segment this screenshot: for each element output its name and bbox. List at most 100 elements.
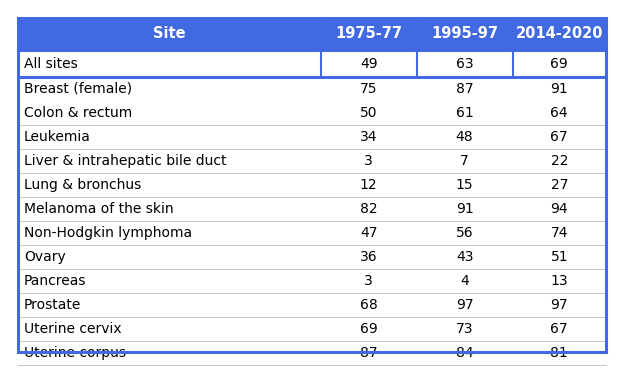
Bar xyxy=(512,269,606,293)
Bar xyxy=(417,341,512,365)
Text: Colon & rectum: Colon & rectum xyxy=(24,106,132,120)
Text: 4: 4 xyxy=(461,274,469,288)
Text: Uterine corpus: Uterine corpus xyxy=(24,346,126,360)
Text: 82: 82 xyxy=(360,202,378,216)
Bar xyxy=(417,317,512,341)
Text: 43: 43 xyxy=(456,250,474,264)
Text: Liver & intrahepatic bile duct: Liver & intrahepatic bile duct xyxy=(24,154,227,168)
Bar xyxy=(417,125,512,149)
Bar xyxy=(417,50,512,77)
Text: 56: 56 xyxy=(456,226,474,240)
Text: 97: 97 xyxy=(550,298,568,312)
Bar xyxy=(417,245,512,269)
Text: Lung & bronchus: Lung & bronchus xyxy=(24,178,141,192)
Bar xyxy=(417,221,512,245)
Bar xyxy=(18,293,321,317)
Bar xyxy=(417,197,512,221)
Text: 97: 97 xyxy=(456,298,474,312)
Text: 69: 69 xyxy=(550,57,568,71)
Bar xyxy=(18,173,321,197)
Bar xyxy=(417,77,512,101)
Text: Ovary: Ovary xyxy=(24,250,66,264)
Bar xyxy=(512,173,606,197)
Text: 67: 67 xyxy=(550,322,568,336)
Bar xyxy=(18,245,321,269)
Text: 63: 63 xyxy=(456,57,474,71)
Bar xyxy=(417,293,512,317)
Text: Breast (female): Breast (female) xyxy=(24,82,132,96)
Text: 81: 81 xyxy=(550,346,568,360)
Bar xyxy=(18,197,321,221)
Bar xyxy=(321,101,417,125)
Bar xyxy=(417,18,512,50)
Text: 3: 3 xyxy=(364,154,373,168)
Bar xyxy=(512,245,606,269)
Text: 84: 84 xyxy=(456,346,474,360)
Text: 68: 68 xyxy=(360,298,378,312)
Text: 36: 36 xyxy=(360,250,378,264)
Bar xyxy=(417,173,512,197)
Bar xyxy=(512,101,606,125)
Bar xyxy=(512,317,606,341)
Text: 50: 50 xyxy=(360,106,378,120)
Text: 47: 47 xyxy=(360,226,378,240)
Text: Site: Site xyxy=(153,27,186,41)
Bar xyxy=(18,317,321,341)
Text: 2014-2020: 2014-2020 xyxy=(515,27,603,41)
Bar xyxy=(512,341,606,365)
Text: Pancreas: Pancreas xyxy=(24,274,87,288)
Bar xyxy=(417,101,512,125)
Bar xyxy=(18,221,321,245)
Text: 64: 64 xyxy=(550,106,568,120)
Bar xyxy=(321,293,417,317)
Bar xyxy=(512,293,606,317)
Bar xyxy=(18,50,321,77)
Bar xyxy=(512,221,606,245)
Bar xyxy=(512,50,606,77)
Bar xyxy=(321,50,417,77)
Bar xyxy=(321,149,417,173)
Bar xyxy=(321,341,417,365)
Bar xyxy=(417,269,512,293)
Text: 49: 49 xyxy=(360,57,378,71)
Bar xyxy=(321,269,417,293)
Text: 13: 13 xyxy=(550,274,568,288)
Text: Leukemia: Leukemia xyxy=(24,130,91,144)
Bar xyxy=(512,197,606,221)
Text: 75: 75 xyxy=(360,82,378,96)
Bar xyxy=(18,125,321,149)
Text: 48: 48 xyxy=(456,130,474,144)
Text: 7: 7 xyxy=(461,154,469,168)
Bar xyxy=(321,317,417,341)
Text: 34: 34 xyxy=(360,130,378,144)
Text: Uterine cervix: Uterine cervix xyxy=(24,322,122,336)
Text: 67: 67 xyxy=(550,130,568,144)
Text: Prostate: Prostate xyxy=(24,298,81,312)
Text: 1995-97: 1995-97 xyxy=(431,27,498,41)
Bar xyxy=(18,101,321,125)
Text: 74: 74 xyxy=(550,226,568,240)
Text: 61: 61 xyxy=(456,106,474,120)
Bar xyxy=(417,149,512,173)
Text: 69: 69 xyxy=(360,322,378,336)
Bar xyxy=(18,77,321,101)
Text: 87: 87 xyxy=(456,82,474,96)
Bar xyxy=(18,149,321,173)
Text: 94: 94 xyxy=(550,202,568,216)
Text: 12: 12 xyxy=(360,178,378,192)
Text: 22: 22 xyxy=(550,154,568,168)
Text: All sites: All sites xyxy=(24,57,78,71)
Text: Non-Hodgkin lymphoma: Non-Hodgkin lymphoma xyxy=(24,226,192,240)
Text: 15: 15 xyxy=(456,178,474,192)
Bar xyxy=(321,18,417,50)
Bar xyxy=(512,77,606,101)
Bar xyxy=(321,221,417,245)
Text: 91: 91 xyxy=(456,202,474,216)
Text: 51: 51 xyxy=(550,250,568,264)
Bar xyxy=(321,197,417,221)
Text: 27: 27 xyxy=(550,178,568,192)
Bar xyxy=(18,341,321,365)
Text: 1975-77: 1975-77 xyxy=(335,27,402,41)
Bar xyxy=(512,149,606,173)
Text: 87: 87 xyxy=(360,346,378,360)
